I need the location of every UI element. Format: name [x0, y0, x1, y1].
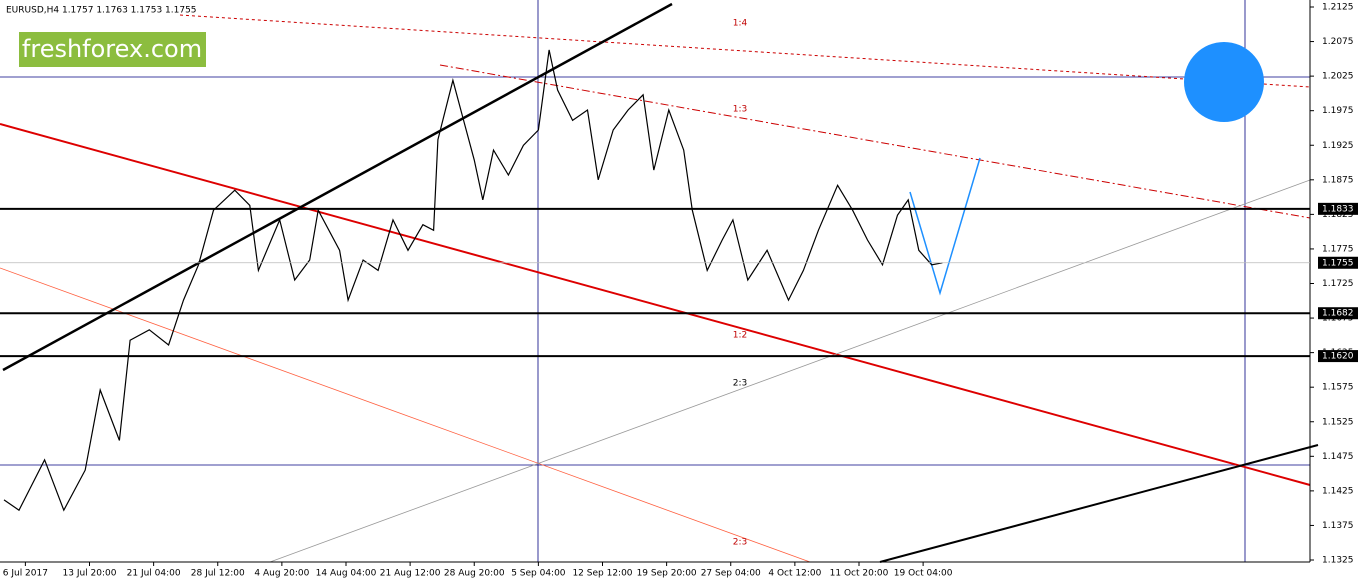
y-tick-label: 1.1925 [1322, 141, 1354, 151]
annotation: 1:4 [733, 19, 748, 29]
annotation: 1:2 [733, 331, 747, 341]
fan-line [269, 179, 1311, 563]
x-tick-label: 21 Aug 12:00 [380, 569, 441, 579]
y-tick-label: 1.2125 [1322, 3, 1354, 13]
price-label: 1.1620 [1322, 352, 1354, 362]
price-box [1318, 307, 1358, 320]
x-tick-label: 11 Oct 20:00 [830, 569, 889, 579]
annotation: 2:3 [733, 379, 747, 389]
y-tick-label: 1.1525 [1322, 417, 1354, 427]
x-tick-label: 5 Sep 04:00 [511, 569, 566, 579]
price-line [3, 49, 943, 512]
logo: freshforex.com [22, 35, 202, 63]
price-box [1318, 256, 1358, 269]
trend-line [2, 2, 673, 372]
y-tick-label: 1.2025 [1322, 72, 1354, 82]
x-tick-label: 19 Oct 04:00 [894, 569, 953, 579]
annotation: 1:3 [733, 105, 747, 115]
y-tick-label: 1.1875 [1322, 175, 1354, 185]
price-box [1318, 202, 1358, 215]
forecast-line [909, 157, 981, 296]
fan-line [179, 14, 1311, 88]
logo-box [19, 32, 206, 67]
y-tick-label: 1.1975 [1322, 106, 1354, 116]
price-box [1318, 350, 1358, 363]
x-tick-label: 4 Aug 20:00 [254, 569, 309, 579]
y-tick-label: 1.1475 [1322, 452, 1354, 462]
x-tick-label: 28 Aug 20:00 [444, 569, 505, 579]
fan-line [0, 267, 811, 563]
trend-line [0, 123, 1311, 486]
y-tick-label: 1.1425 [1322, 486, 1354, 496]
y-tick-label: 1.1375 [1322, 521, 1354, 531]
y-tick-label: 1.1825 [1322, 210, 1354, 220]
x-tick-label: 21 Jul 04:00 [127, 569, 181, 579]
drawings [0, 0, 1319, 563]
x-tick-label: 6 Jul 2017 [3, 569, 48, 579]
x-tick-label: 14 Aug 04:00 [316, 569, 377, 579]
y-tick-label: 1.1725 [1322, 279, 1354, 289]
price-label: 1.1755 [1322, 258, 1354, 268]
price-label: 1.1682 [1322, 309, 1354, 319]
y-tick-label: 1.1575 [1322, 383, 1354, 393]
x-tick-label: 19 Sep 20:00 [637, 569, 697, 579]
target-circle [1184, 42, 1264, 122]
annotation: 2:3 [733, 538, 747, 548]
fan-line [439, 64, 1311, 219]
x-tick-label: 27 Sep 04:00 [701, 569, 761, 579]
x-tick-label: 13 Jul 20:00 [63, 569, 117, 579]
chart-title: EURUSD,H4 1.1757 1.1763 1.1753 1.1755 [6, 6, 197, 16]
y-tick-label: 1.1325 [1322, 556, 1354, 566]
x-tick-label: 12 Sep 12:00 [572, 569, 632, 579]
trend-line [879, 444, 1319, 563]
x-tick-label: 4 Oct 12:00 [768, 569, 821, 579]
price-label: 1.1833 [1322, 204, 1354, 214]
y-tick-label: 1.2075 [1322, 37, 1354, 47]
y-tick-label: 1.1775 [1322, 244, 1354, 254]
x-tick-label: 28 Jul 12:00 [191, 569, 245, 579]
